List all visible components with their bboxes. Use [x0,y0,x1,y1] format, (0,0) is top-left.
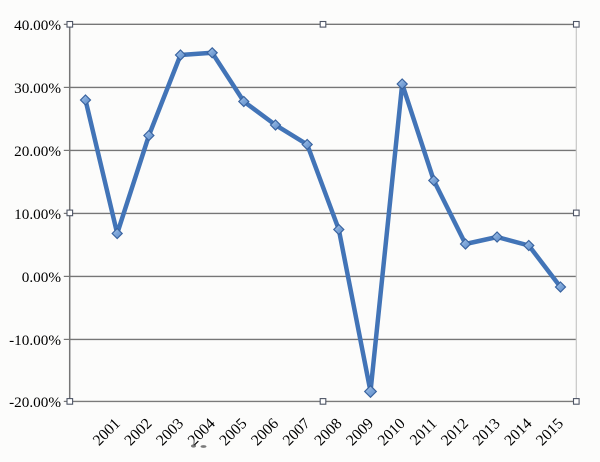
svg-text:-20.00%: -20.00% [9,394,61,411]
svg-text:20.00%: 20.00% [14,143,61,160]
svg-text:30.00%: 30.00% [14,80,61,97]
svg-text:10.00%: 10.00% [14,206,61,223]
svg-text:40.00%: 40.00% [14,17,61,34]
svg-text:-10.00%: -10.00% [9,332,61,349]
svg-text:0.00%: 0.00% [22,269,62,286]
